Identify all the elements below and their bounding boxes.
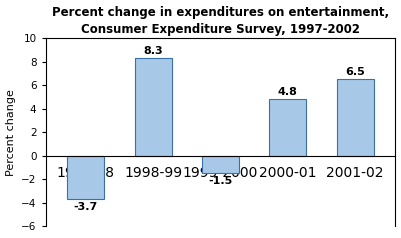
Text: 6.5: 6.5 [345, 67, 365, 77]
Text: -1.5: -1.5 [209, 176, 233, 186]
Text: 8.3: 8.3 [144, 46, 163, 56]
Bar [202, 156, 239, 174]
Bar [135, 58, 172, 156]
Y-axis label: Percent change: Percent change [6, 89, 16, 176]
Text: 4.8: 4.8 [278, 87, 298, 97]
Title: Percent change in expenditures on entertainment,
Consumer Expenditure Survey, 19: Percent change in expenditures on entert… [52, 5, 389, 35]
Bar [336, 79, 374, 156]
Text: -3.7: -3.7 [74, 202, 98, 212]
Bar [269, 99, 306, 156]
Bar [67, 156, 104, 199]
